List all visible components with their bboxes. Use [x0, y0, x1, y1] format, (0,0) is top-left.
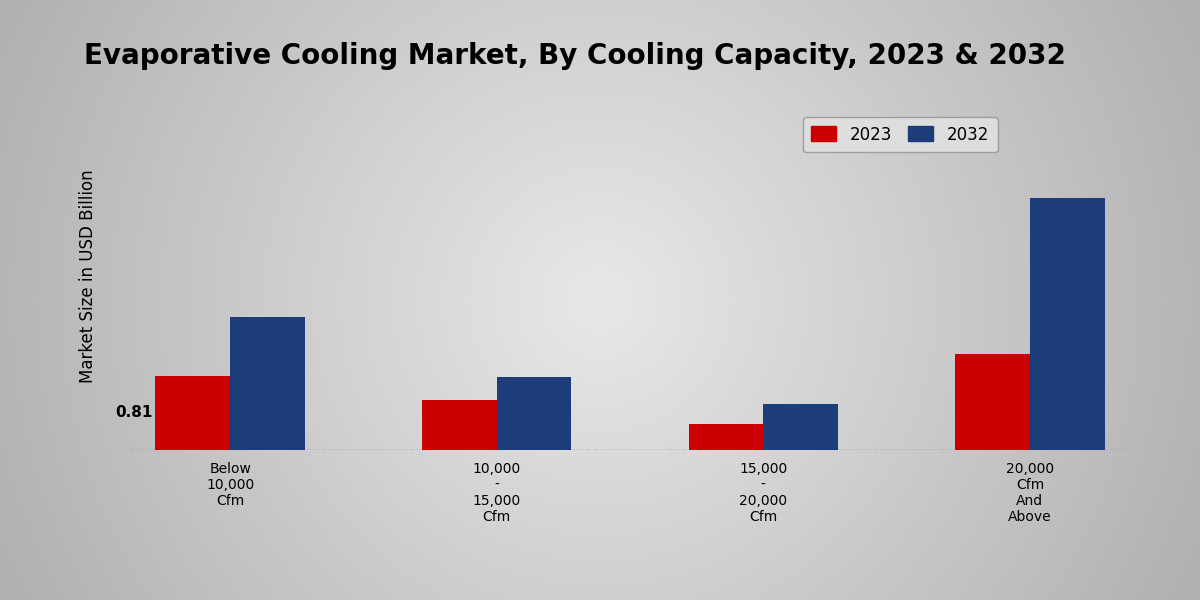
Bar [763, 404, 838, 450]
Y-axis label: Market Size in USD Billion: Market Size in USD Billion [79, 169, 97, 383]
Bar [955, 354, 1030, 450]
Text: Evaporative Cooling Market, By Cooling Capacity, 2023 & 2032: Evaporative Cooling Market, By Cooling C… [84, 42, 1066, 70]
Bar [689, 424, 763, 450]
Legend: 2023, 2032: 2023, 2032 [803, 117, 997, 152]
Text: 0.81: 0.81 [115, 406, 152, 421]
Bar [156, 376, 230, 450]
Bar [230, 317, 305, 450]
Bar [1030, 198, 1104, 450]
Bar [497, 377, 571, 450]
Bar [422, 400, 497, 450]
